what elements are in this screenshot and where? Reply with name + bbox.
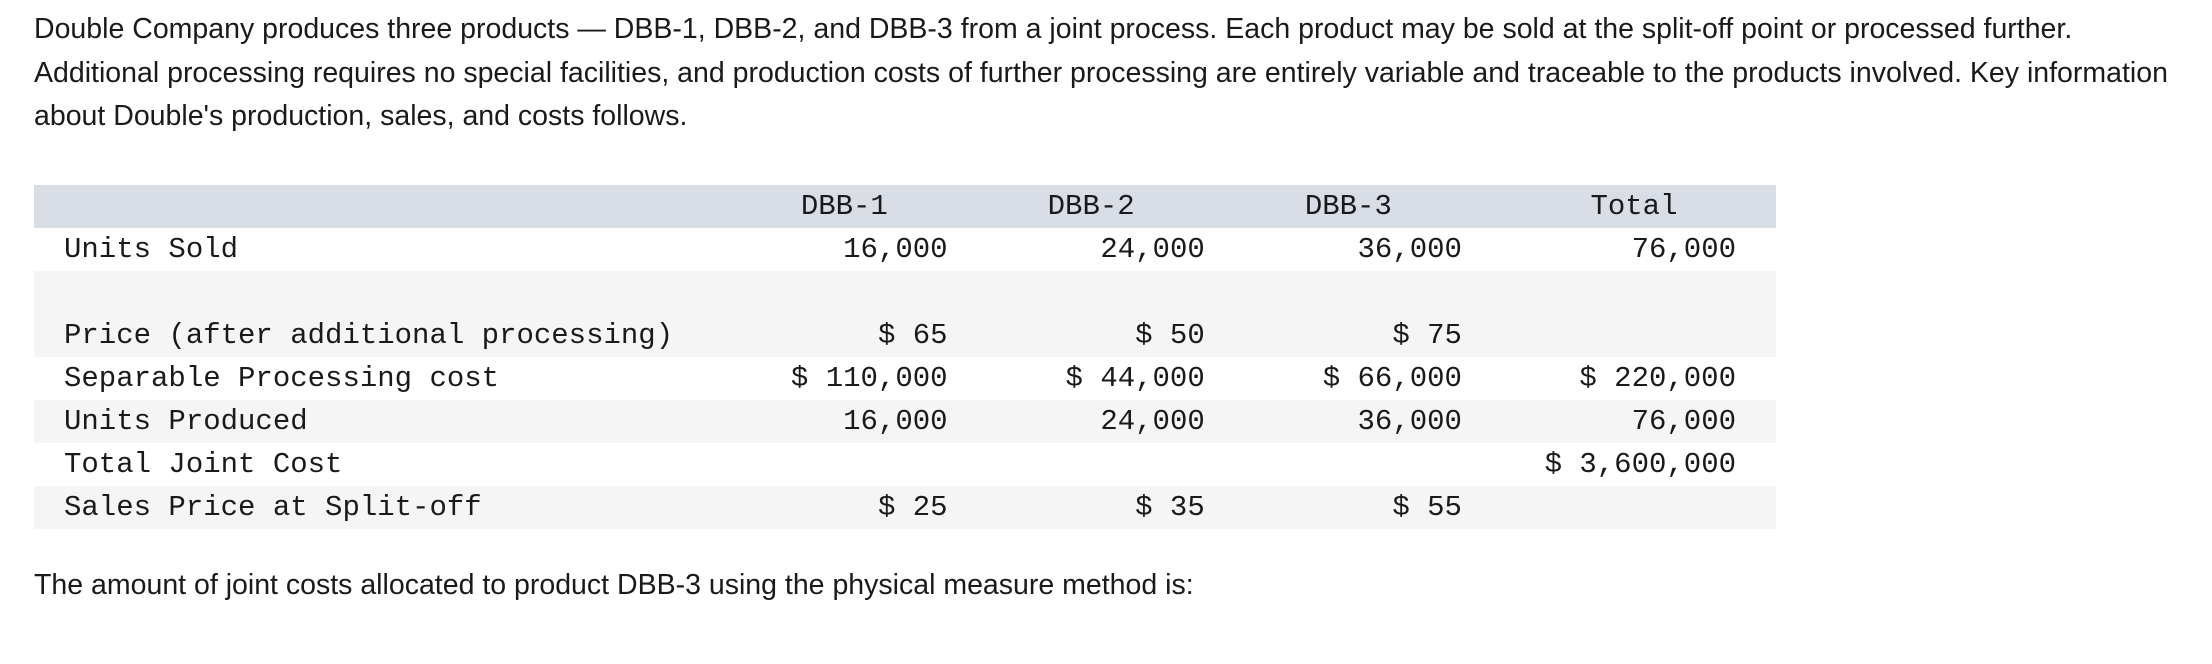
cell-total: 76,000 bbox=[1631, 405, 1736, 438]
cell-dbb1: $ 65 bbox=[877, 319, 948, 352]
cell-total: 76,000 bbox=[1631, 233, 1736, 266]
cell-dbb2: 24,000 bbox=[1100, 405, 1205, 438]
cell-dbb1: $ 110,000 bbox=[790, 362, 948, 395]
cell-dbb1: 16,000 bbox=[843, 233, 948, 266]
cell-dbb2 bbox=[948, 443, 1205, 486]
header-blank bbox=[34, 185, 721, 228]
cell-total bbox=[1462, 271, 1776, 357]
table-header-row: DBB-1 DBB-2 DBB-3 Total bbox=[34, 185, 1776, 228]
row-label: Units Produced bbox=[64, 405, 308, 438]
cell-total: $ 3,600,000 bbox=[1544, 448, 1736, 481]
cell-total: $ 220,000 bbox=[1579, 362, 1736, 395]
cell-dbb3: 36,000 bbox=[1357, 233, 1462, 266]
cell-dbb3: $ 66,000 bbox=[1322, 362, 1462, 395]
header-dbb2: DBB-2 bbox=[1047, 190, 1135, 223]
cell-dbb2: $ 50 bbox=[1135, 319, 1205, 352]
question-text: The amount of joint costs allocated to p… bbox=[34, 569, 1194, 601]
row-label: Sales Price at Split-off bbox=[64, 491, 482, 524]
cell-total bbox=[1462, 486, 1776, 529]
problem-description: Double Company produces three products —… bbox=[34, 13, 2168, 132]
table-row: Sales Price at Split-off $ 25 $ 35 $ 55 bbox=[34, 486, 1776, 529]
table-row: Price (after additional processing) $ 65… bbox=[34, 271, 1776, 357]
header-total: Total bbox=[1590, 190, 1678, 223]
table-row: Separable Processing cost $ 110,000 $ 44… bbox=[34, 357, 1776, 400]
cell-dbb3 bbox=[1205, 443, 1462, 486]
cell-dbb3: $ 55 bbox=[1392, 491, 1462, 524]
cell-dbb2: 24,000 bbox=[1100, 233, 1205, 266]
cell-dbb1: 16,000 bbox=[843, 405, 948, 438]
header-dbb3: DBB-3 bbox=[1304, 190, 1392, 223]
cell-dbb1: $ 25 bbox=[877, 491, 948, 524]
table-row: Units Produced 16,000 24,000 36,000 76,0… bbox=[34, 400, 1776, 443]
cell-dbb3: $ 75 bbox=[1392, 319, 1462, 352]
cell-dbb2: $ 35 bbox=[1135, 491, 1205, 524]
table-row: Units Sold 16,000 24,000 36,000 76,000 bbox=[34, 228, 1776, 271]
cell-dbb1 bbox=[721, 443, 947, 486]
row-label: Separable Processing cost bbox=[64, 362, 500, 395]
row-label: Units Sold bbox=[64, 233, 239, 266]
cell-dbb3: 36,000 bbox=[1357, 405, 1462, 438]
cell-dbb2: $ 44,000 bbox=[1065, 362, 1205, 395]
table-row: Total Joint Cost $ 3,600,000 bbox=[34, 443, 1776, 486]
row-label: Total Joint Cost bbox=[64, 448, 343, 481]
header-dbb1: DBB-1 bbox=[800, 190, 888, 223]
row-label: Price (after additional processing) bbox=[64, 319, 674, 352]
product-data-table: DBB-1 DBB-2 DBB-3 Total Units Sold 16,00… bbox=[34, 185, 1776, 529]
